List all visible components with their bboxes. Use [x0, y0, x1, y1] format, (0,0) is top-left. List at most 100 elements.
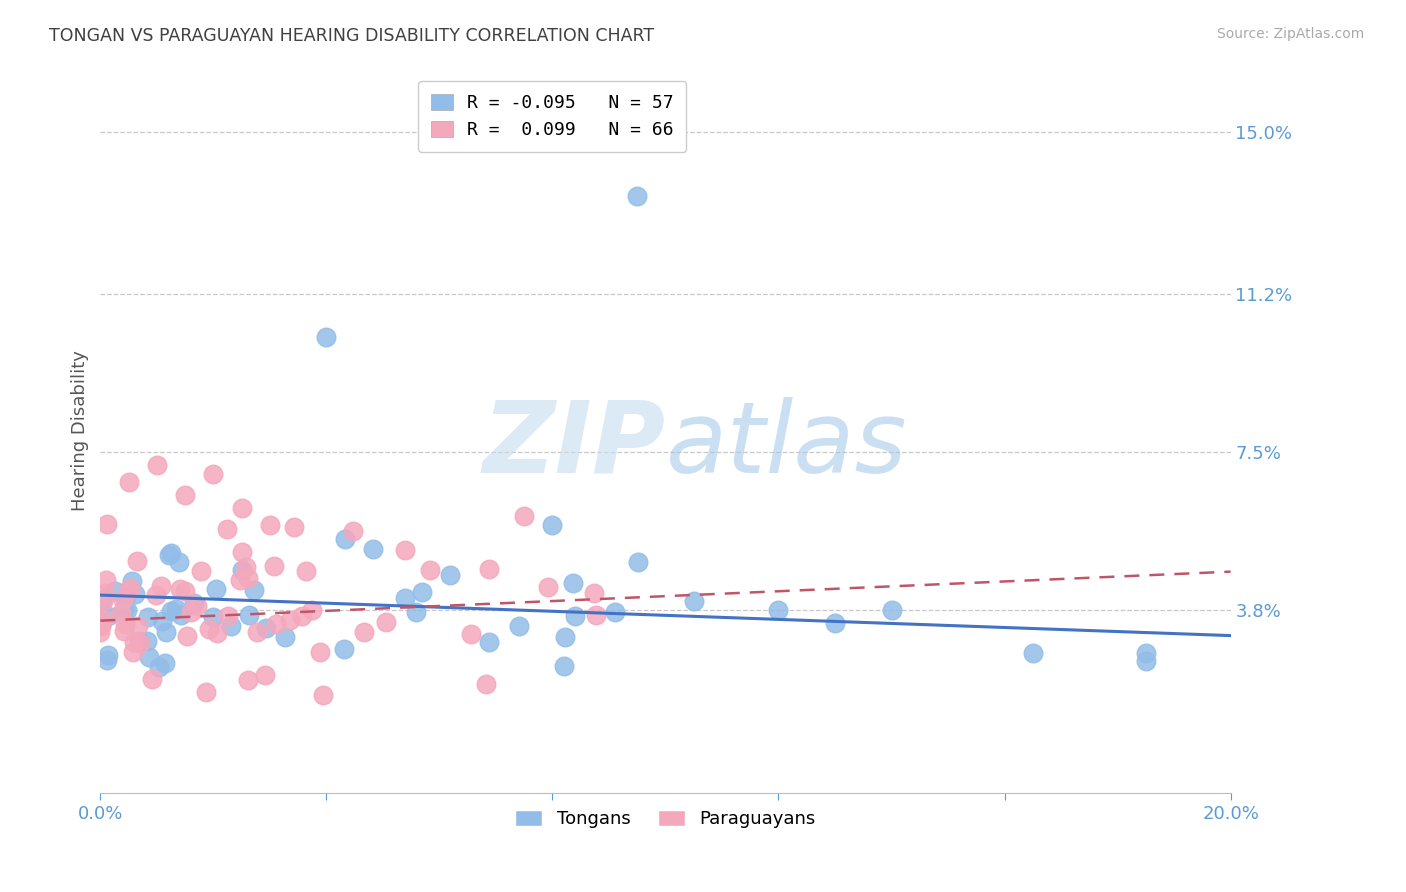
Point	[205, 625, 228, 640]
Point	[229, 573, 252, 587]
Point	[180, 606, 202, 620]
Point	[155, 625, 177, 640]
Point	[104, 583, 127, 598]
Point	[283, 520, 305, 534]
Point	[153, 656, 176, 670]
Point	[96, 517, 118, 532]
Point	[90, 616, 112, 631]
Point	[278, 613, 301, 627]
Point	[1135, 654, 1157, 668]
Point	[419, 563, 441, 577]
Point	[157, 548, 180, 562]
Point	[564, 609, 586, 624]
Point	[254, 667, 277, 681]
Point	[96, 652, 118, 666]
Point	[291, 608, 314, 623]
Point	[93, 593, 115, 607]
Point	[603, 606, 626, 620]
Point	[94, 586, 117, 600]
Point	[231, 563, 253, 577]
Point	[342, 524, 364, 538]
Point	[478, 562, 501, 576]
Point	[160, 604, 183, 618]
Point	[477, 634, 499, 648]
Point	[301, 603, 323, 617]
Point	[264, 617, 287, 632]
Point	[460, 627, 482, 641]
Point	[136, 610, 159, 624]
Point	[263, 559, 285, 574]
Point	[117, 475, 139, 489]
Point	[115, 603, 138, 617]
Point	[91, 613, 114, 627]
Point	[120, 581, 142, 595]
Point	[309, 645, 332, 659]
Point	[394, 543, 416, 558]
Point	[333, 641, 356, 656]
Point	[128, 634, 150, 648]
Point	[190, 564, 212, 578]
Point	[235, 559, 257, 574]
Point	[97, 608, 120, 623]
Point	[274, 630, 297, 644]
Point	[145, 588, 167, 602]
Legend: Tongans, Paraguayans: Tongans, Paraguayans	[508, 802, 823, 835]
Point	[94, 573, 117, 587]
Point	[114, 616, 136, 631]
Point	[238, 607, 260, 622]
Point	[333, 532, 356, 546]
Point	[89, 625, 111, 640]
Point	[294, 564, 316, 578]
Point	[186, 599, 208, 613]
Point	[219, 618, 242, 632]
Point	[129, 635, 152, 649]
Point	[259, 517, 281, 532]
Point	[217, 609, 239, 624]
Text: atlas: atlas	[665, 397, 907, 494]
Point	[394, 591, 416, 606]
Point	[583, 585, 606, 599]
Point	[682, 594, 704, 608]
Point	[254, 621, 277, 635]
Point	[125, 554, 148, 568]
Point	[626, 189, 648, 203]
Point	[174, 488, 197, 502]
Point	[170, 607, 193, 622]
Point	[124, 587, 146, 601]
Point	[146, 458, 169, 472]
Text: ZIP: ZIP	[482, 397, 665, 494]
Point	[114, 591, 136, 605]
Point	[90, 619, 112, 633]
Y-axis label: Hearing Disability: Hearing Disability	[72, 351, 89, 511]
Point	[353, 624, 375, 639]
Point	[585, 607, 607, 622]
Point	[238, 570, 260, 584]
Point	[198, 623, 221, 637]
Point	[202, 467, 225, 481]
Point	[110, 607, 132, 621]
Point	[194, 685, 217, 699]
Point	[149, 579, 172, 593]
Point	[361, 541, 384, 556]
Point	[91, 591, 114, 606]
Point	[112, 592, 135, 607]
Point	[231, 500, 253, 515]
Point	[405, 605, 427, 619]
Point	[768, 603, 790, 617]
Point	[541, 517, 564, 532]
Point	[112, 624, 135, 638]
Point	[97, 648, 120, 662]
Point	[165, 601, 187, 615]
Point	[173, 583, 195, 598]
Point	[375, 615, 398, 629]
Point	[112, 601, 135, 615]
Point	[176, 630, 198, 644]
Point	[160, 546, 183, 560]
Point	[554, 630, 576, 644]
Point	[315, 330, 337, 344]
Point	[475, 677, 498, 691]
Point	[513, 509, 536, 524]
Point	[121, 574, 143, 588]
Point	[205, 582, 228, 596]
Point	[246, 625, 269, 640]
